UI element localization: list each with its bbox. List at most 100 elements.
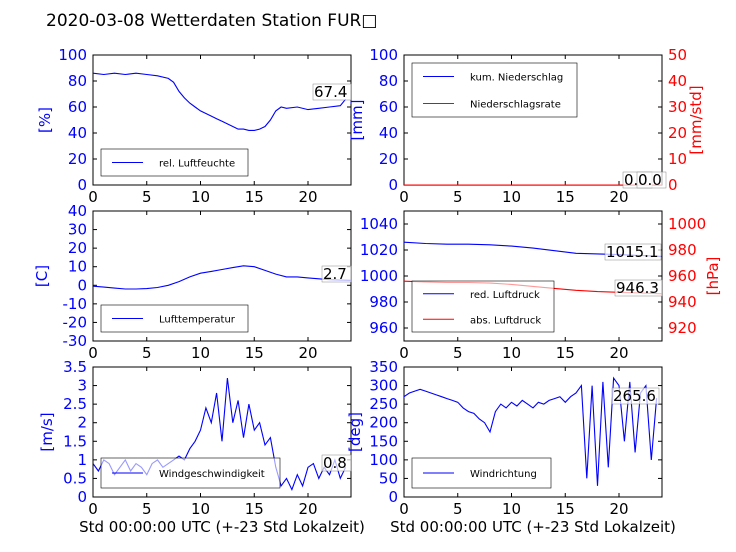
x-tick-label: 20 [609,188,628,206]
x-tick-label: 5 [142,188,152,206]
y-right-tick-label: 10 [668,150,687,168]
y-axis-label-right: [mm/std] [687,85,705,154]
y-tick-label: 60 [379,98,398,116]
axes-frame [92,366,352,498]
annotation-value: 1015.1 [606,243,659,261]
x-tick-label: 0 [88,344,98,362]
y-right-tick-label: 980 [668,241,697,259]
y-axis-label-right: [hPa] [704,257,722,296]
series-line-1 [93,72,347,131]
panel-3: 0 5 10 15 20-30-20-10010203040[C]Lufttempera… [33,202,352,362]
annotation-value: 67.4 [314,83,347,101]
y-tick-label: 0.5 [63,469,87,487]
y-axis-label: [deg] [346,412,364,452]
y-tick-label: 250 [369,395,398,413]
y-right-tick-label: 960 [668,267,697,285]
y-tick-label: 0 [77,488,87,506]
x-tick-label: 10 [502,344,521,362]
y-tick-label: 100 [369,451,398,469]
x-tick-label: 15 [556,188,575,206]
x-tick-label: 5 [142,344,152,362]
y-tick-label: 0 [77,276,87,294]
annotation-box [312,83,352,101]
annotation-value: 265.6 [613,387,656,405]
y-tick-label: 100 [369,46,398,64]
y-tick-label: 100 [58,46,87,64]
y-right-tick-label: 30 [668,98,687,116]
legend-box [411,62,578,118]
y-tick-label: 0 [77,176,87,194]
y-tick-label: 300 [369,377,398,395]
x-tick-label: 15 [245,344,264,362]
x-tick-label: 15 [245,188,264,206]
x-tick-label: 15 [556,344,575,362]
y-right-tick-label: 940 [668,293,697,311]
x-tick-label: 0 [399,344,409,362]
y-tick-label: -10 [63,295,88,313]
series-line-1 [404,376,658,486]
y-tick-label: -30 [63,332,88,350]
panel-5: 0 5 10 15 20 00.511.522.533.5 [m/s] Windgeschwi… [38,358,352,518]
legend-entry: rel. Luftfeuchte [159,159,235,170]
y-tick-label: 10 [68,258,87,276]
annotation-box [614,279,663,297]
y-axis-label: [mm] [348,100,366,141]
x-tick-label: 5 [453,500,463,518]
x-tick-label: 15 [556,500,575,518]
figure-title: 2020-03-08 Wetterdaten Station FUR□ [46,11,377,31]
y-tick-label: 1040 [360,215,398,233]
y-tick-label: 80 [379,72,398,90]
annotation-box [636,171,667,189]
annotation-value: 946.3 [616,279,659,297]
legend-entry: Windrichtung [470,469,537,480]
y-right-tick-label: 20 [668,124,687,142]
y-tick-label: 60 [68,98,87,116]
x-axis-label-right: Std 00:00:00 UTC (+-23 Std Lokalzeit) [390,518,676,536]
annotation-box [321,265,352,283]
annotation-box [611,387,660,405]
x-tick-label: 10 [191,500,210,518]
legend-entry: red. Luftdruck [470,290,540,301]
y-tick-label: 40 [68,202,87,220]
x-tick-label: 5 [142,500,152,518]
x-tick-label: 20 [298,500,317,518]
x-tick-label: 0 [399,500,409,518]
y-tick-label: 1000 [360,267,398,285]
x-tick-label: 0 [88,500,98,518]
x-tick-label: 15 [245,500,264,518]
y-tick-label: 3.5 [63,358,87,376]
panel-4: 0 5 10 15 20 960 980 1000 1020 1040 920 940 960 980 10… [360,210,722,362]
x-tick-label: 20 [609,344,628,362]
series-line-1 [93,265,351,290]
legend-entry: Lufttemperatur [159,315,236,326]
y-tick-label: 20 [379,150,398,168]
y-tick-label: 40 [68,124,87,142]
y-axis-label: [m/s] [38,412,56,451]
annotation-box [604,243,662,261]
y-tick-label: 3 [77,377,87,395]
panel-1: 0 5 10 15 20 0 20 40 60 80 100 [%] rel. Luftfeuchte 6… [36,46,352,206]
y-tick-label: 1.5 [63,432,87,450]
x-tick-label: 0 [88,188,98,206]
y-tick-label: 30 [68,221,87,239]
panel-6: 0 5 10 15 20050100150200250300350[deg]Windri… [346,358,663,518]
y-tick-label: 980 [369,293,398,311]
annotation-box [321,454,352,472]
y-tick-label: 1 [77,451,87,469]
y-right-tick-label: 1000 [668,215,706,233]
y-right-tick-label: 50 [668,46,687,64]
x-tick-label: 20 [298,344,317,362]
legend-box [411,280,555,333]
y-tick-label: 20 [68,150,87,168]
x-tick-label: 5 [453,344,463,362]
axes-frame [403,366,663,498]
x-tick-label: 10 [502,188,521,206]
legend-entry: Windgeschwindigkeit [159,469,265,480]
legend-entry: Niederschlagsrate [470,100,561,111]
y-tick-label: 150 [369,432,398,450]
annotation-value: 0.8 [323,454,347,472]
y-tick-label: 0 [388,176,398,194]
y-tick-label: -20 [63,313,88,331]
y-tick-label: 50 [379,469,398,487]
